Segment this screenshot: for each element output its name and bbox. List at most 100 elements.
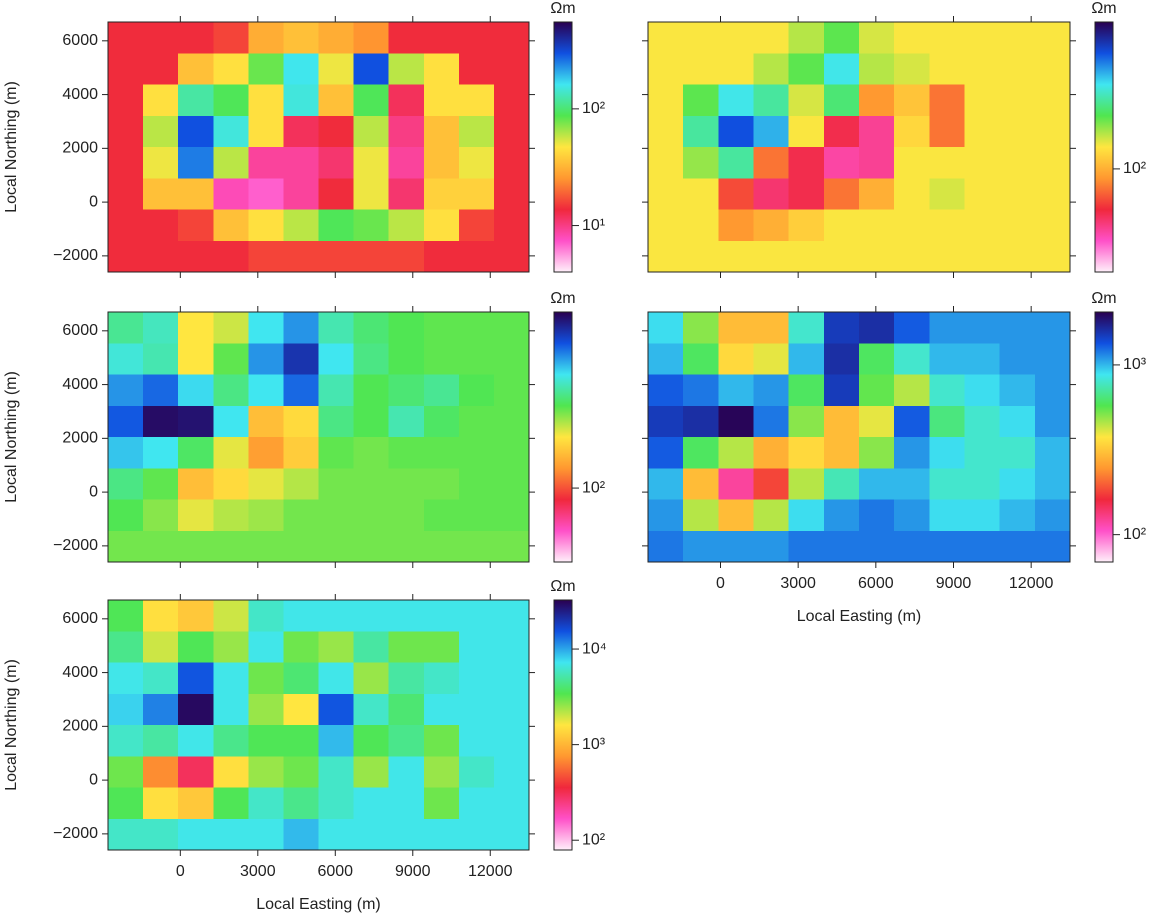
heatmap-cell: [423, 693, 460, 726]
heatmap-cell: [823, 240, 860, 273]
colorbar-tick-label: 10¹: [582, 217, 605, 234]
heatmap-cell: [318, 374, 355, 407]
heatmap-cell: [493, 209, 530, 242]
colorbar-tick-label: 10⁴: [582, 640, 607, 657]
heatmap-cell: [823, 499, 860, 532]
heatmap-cell: [1034, 374, 1071, 407]
heatmap-cell: [753, 530, 790, 563]
heatmap-cell: [143, 22, 179, 54]
heatmap-cell: [929, 115, 966, 148]
heatmap-cell: [213, 312, 249, 344]
heatmap-cell: [108, 405, 144, 438]
y-tick-label: 4000: [62, 86, 98, 103]
heatmap-cell: [423, 437, 460, 469]
heatmap-cell: [178, 756, 214, 789]
y-axis-label: Local Northing (m): [3, 371, 20, 503]
heatmap-cell: [823, 147, 860, 179]
heatmap-cell: [318, 22, 355, 54]
heatmap-cell: [178, 374, 214, 407]
colorbar-label: Ωm: [1091, 0, 1116, 17]
heatmap-cell: [648, 312, 684, 344]
plot-frame: [107, 599, 530, 851]
heatmap-cell: [683, 53, 719, 86]
heatmap-cell: [108, 693, 144, 726]
heatmap-cell: [283, 147, 320, 179]
heatmap-cell: [388, 405, 425, 438]
y-tick-label: −2000: [53, 825, 98, 842]
heatmap-cell: [929, 178, 966, 211]
heatmap-cell: [318, 84, 355, 117]
heatmap-cell: [318, 499, 355, 532]
heatmap-cell: [248, 405, 285, 438]
heatmap-cell: [929, 468, 966, 501]
panel: 0 3000 6000 9000 12000 −2000 0 2000 4000 6000 Loca…: [3, 578, 607, 913]
x-tick-label: 0: [176, 863, 185, 880]
heatmap-cell: [143, 756, 179, 789]
heatmap-cell: [493, 437, 530, 469]
heatmap-cell: [683, 147, 719, 179]
heatmap-cell: [718, 312, 755, 344]
heatmap-cell: [1034, 405, 1071, 438]
heatmap-cell: [718, 437, 755, 469]
heatmap-cell: [143, 374, 179, 407]
heatmap-cell: [894, 405, 930, 438]
heatmap-cell: [143, 84, 179, 117]
heatmap-cell: [318, 693, 355, 726]
heatmap-cell: [718, 115, 755, 148]
heatmap-cell: [108, 499, 144, 532]
heatmap-cell: [143, 209, 179, 242]
heatmap-cell: [318, 631, 355, 664]
heatmap-cell: [353, 84, 390, 117]
heatmap-cell: [423, 374, 460, 407]
heatmap-cell: [493, 405, 530, 438]
heatmap-cell: [1034, 240, 1071, 273]
heatmap-cell: [859, 115, 895, 148]
heatmap-cell: [143, 693, 179, 726]
heatmap-cell: [493, 725, 530, 757]
heatmap-cell: [423, 631, 460, 664]
heatmap-cell: [318, 209, 355, 242]
heatmap-cell: [213, 756, 249, 789]
heatmap-cell: [999, 468, 1036, 501]
x-tick-label: 9000: [395, 863, 431, 880]
heatmap-cell: [929, 53, 966, 86]
heatmap-cell: [388, 22, 425, 54]
y-tick-label: 0: [89, 483, 98, 500]
heatmap-cell: [788, 22, 825, 54]
heatmap-cell: [493, 600, 530, 632]
heatmap-cell: [493, 530, 530, 563]
heatmap-cell: [353, 53, 390, 86]
heatmap-cell: [423, 405, 460, 438]
heatmap-cell: [108, 84, 144, 117]
heatmap-cell: [683, 437, 719, 469]
colorbar: [553, 599, 573, 851]
colorbar: [1094, 21, 1114, 273]
heatmap-cell: [493, 499, 530, 532]
y-axis-label: Local Northing (m): [3, 81, 20, 213]
heatmap-cell: [458, 84, 495, 117]
heatmap-cell: [1034, 209, 1071, 242]
heatmap-cell: [788, 468, 825, 501]
colorbar-label: Ωm: [1091, 290, 1116, 307]
heatmap-cell: [178, 178, 214, 211]
colorbar-tick-label: 10²: [582, 831, 606, 848]
heatmap-cell: [823, 22, 860, 54]
heatmap-cell: [493, 468, 530, 501]
heatmap-cell: [108, 22, 144, 54]
heatmap-cell: [423, 725, 460, 757]
plot-frame: [107, 311, 530, 563]
heatmap-cell: [999, 22, 1036, 54]
heatmap-cell: [213, 662, 249, 695]
heatmap-cell: [353, 468, 390, 501]
heatmap-cell: [423, 312, 460, 344]
heatmap-cell: [283, 437, 320, 469]
heatmap-cell: [318, 53, 355, 86]
colorbar: [553, 311, 573, 563]
heatmap-cell: [964, 240, 1001, 273]
heatmap-cell: [388, 312, 425, 344]
y-tick-label: 2000: [62, 140, 98, 157]
y-tick-label: −2000: [53, 537, 98, 554]
heatmap-cell: [1034, 499, 1071, 532]
heatmap-cell: [823, 530, 860, 563]
heatmap-cell: [458, 405, 495, 438]
